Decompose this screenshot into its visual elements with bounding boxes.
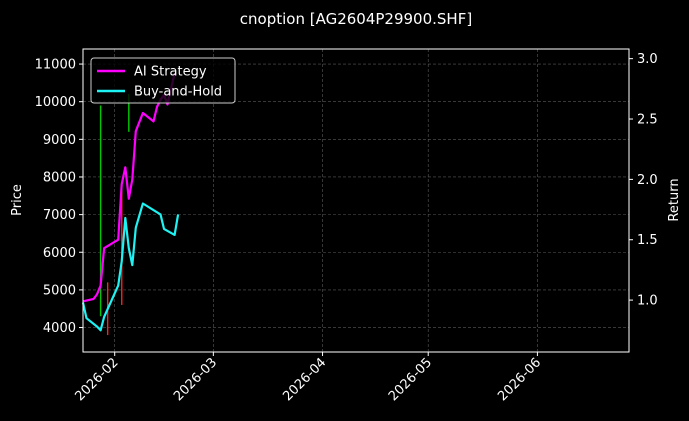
- legend: AI Strategy Buy-and-Hold: [90, 57, 236, 104]
- y2-tick-label: 3.0: [637, 52, 658, 67]
- legend-label: AI Strategy: [134, 65, 207, 80]
- chart-title: cnoption [AG2604P29900.SHF]: [240, 10, 472, 28]
- grid-lines: [83, 49, 629, 352]
- y2-tick-label: 1.0: [637, 294, 658, 309]
- y-tick-label: 9000: [43, 133, 76, 148]
- y2-tick-label: 2.5: [637, 113, 658, 128]
- y-tick-label: 7000: [43, 208, 76, 223]
- y-axis-label: Price: [10, 184, 25, 216]
- legend-label: Buy-and-Hold: [134, 85, 222, 100]
- y-tick-label: 8000: [43, 170, 76, 185]
- legend-box: [90, 57, 236, 104]
- y-axis-left: 4000 5000 6000 7000 8000 9000 10000 11000: [35, 58, 83, 336]
- y2-axis-label: Return: [667, 178, 682, 221]
- y-tick-label: 4000: [43, 321, 76, 336]
- y-tick-label: 6000: [43, 246, 76, 261]
- y-tick-label: 5000: [43, 283, 76, 298]
- y2-tick-label: 1.5: [637, 233, 658, 248]
- plot-frame: [82, 48, 630, 353]
- series-line: [81, 202, 180, 332]
- y-tick-label: 11000: [35, 58, 76, 73]
- y-tick-label: 10000: [35, 95, 76, 110]
- y-axis-right: 1.0 1.5 2.0 2.5 3.0: [629, 52, 658, 309]
- y2-tick-label: 2.0: [637, 173, 658, 188]
